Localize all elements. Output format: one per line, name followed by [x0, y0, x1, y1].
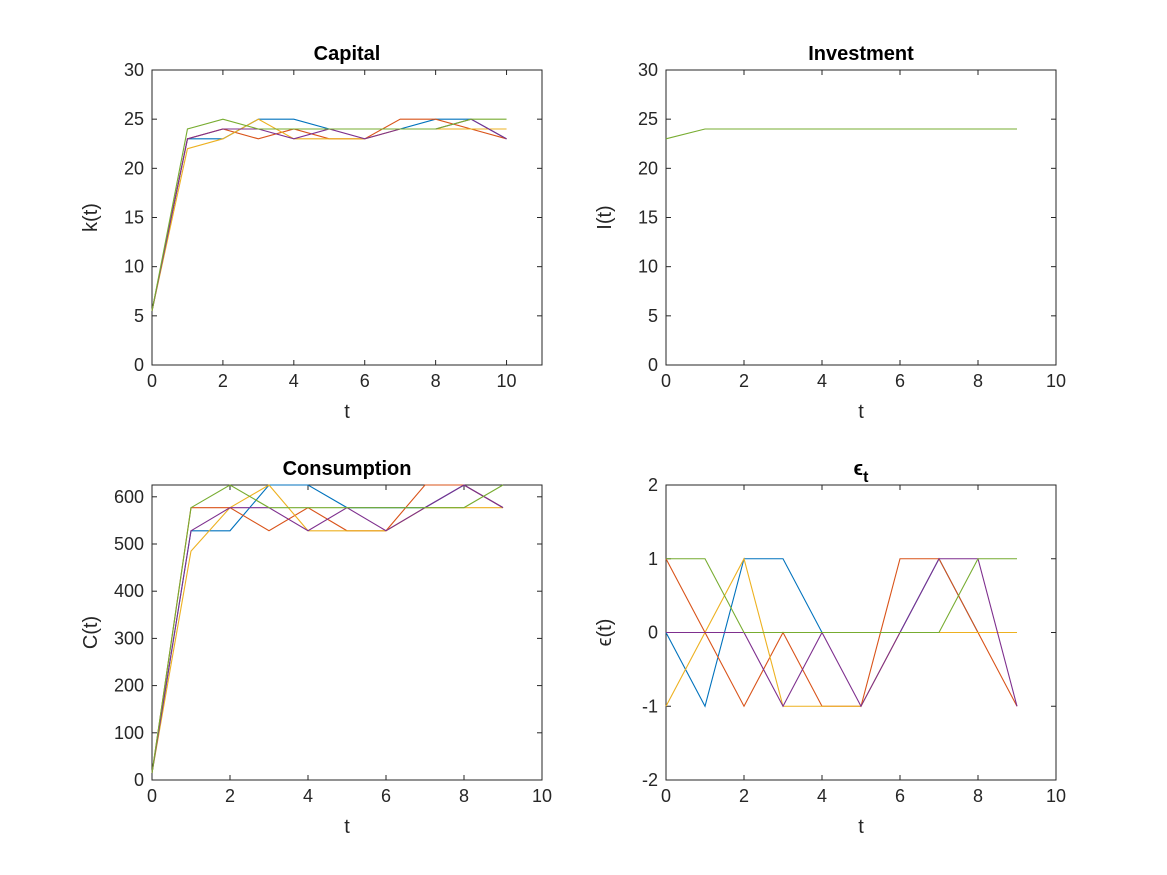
y-tick-label: 25 [124, 109, 144, 129]
y-tick-label: 5 [134, 306, 144, 326]
y-tick-label: -2 [642, 770, 658, 790]
y-tick-label: 15 [124, 208, 144, 228]
chart-consumption: 0 2 4 6 8 100100200300400500600ConsumptiontC(… [80, 458, 552, 838]
y-tick-label: 300 [114, 628, 144, 648]
x-axis-label: t [344, 401, 350, 423]
y-tick-label: 30 [124, 60, 144, 80]
chart-title-subscript: t [863, 469, 869, 486]
x-tick-label: 8 [459, 786, 469, 806]
series-line-1 [665, 128, 1017, 140]
y-tick-label: 0 [134, 770, 144, 790]
chart-title: Investment [808, 43, 914, 65]
chart-title-main: Capital [314, 43, 381, 65]
x-tick-label: 8 [973, 786, 983, 806]
x-tick-label: 4 [289, 371, 299, 391]
chart-title: Capital [314, 43, 381, 65]
y-tick-label: 15 [638, 208, 658, 228]
y-tick-label: -1 [642, 696, 658, 716]
x-axis-label: t [858, 816, 864, 838]
series-line-5 [151, 118, 507, 312]
chart-title: ϵt [854, 458, 870, 486]
series-line-4 [151, 484, 504, 774]
x-tick-label: 2 [739, 786, 749, 806]
y-tick-label: 25 [638, 109, 658, 129]
y-tick-label: 2 [648, 475, 658, 495]
y-tick-label: 0 [648, 355, 658, 375]
x-tick-label: 4 [817, 371, 827, 391]
x-tick-label: 10 [497, 371, 517, 391]
chart-title: Consumption [283, 458, 412, 480]
y-tick-label: 0 [648, 623, 658, 643]
x-tick-label: 8 [431, 371, 441, 391]
chart-title-main: ϵ [854, 458, 864, 480]
y-tick-label: 10 [638, 257, 658, 277]
y-tick-label: 20 [124, 158, 144, 178]
x-tick-label: 2 [225, 786, 235, 806]
y-tick-label: 500 [114, 534, 144, 554]
series-line-4 [666, 558, 1018, 708]
chart-investment: 0 2 4 6 8 10 0 5 10 15 20 25 30 Investment t I(t) [594, 43, 1066, 423]
x-tick-label: 6 [360, 371, 370, 391]
y-tick-label: 20 [638, 158, 658, 178]
y-axis-label: k(t) [80, 203, 102, 232]
x-tick-label: 2 [739, 371, 749, 391]
x-tick-label: 0 [661, 371, 671, 391]
y-tick-label: 400 [114, 581, 144, 601]
x-tick-label: 6 [895, 371, 905, 391]
x-tick-label: 8 [973, 371, 983, 391]
x-axis-label: t [344, 816, 350, 838]
x-tick-label: 10 [1046, 786, 1066, 806]
x-tick-label: 4 [303, 786, 313, 806]
x-tick-label: 0 [147, 786, 157, 806]
y-tick-label: 10 [124, 257, 144, 277]
x-tick-label: 10 [1046, 371, 1066, 391]
x-tick-label: 0 [661, 786, 671, 806]
y-tick-label: 30 [638, 60, 658, 80]
y-axis-label: I(t) [594, 205, 616, 229]
plot-area [151, 69, 543, 366]
y-tick-label: 1 [648, 549, 658, 569]
y-axis-label: ϵ(t) [594, 619, 616, 647]
series-line-5 [151, 484, 504, 773]
x-tick-label: 4 [817, 786, 827, 806]
plot-area [151, 484, 543, 781]
x-tick-label: 6 [381, 786, 391, 806]
x-tick-label: 10 [532, 786, 552, 806]
y-tick-label: 600 [114, 487, 144, 507]
x-tick-label: 0 [147, 371, 157, 391]
x-tick-label: 2 [218, 371, 228, 391]
plot-area [665, 69, 1057, 366]
y-tick-label: 5 [648, 306, 658, 326]
x-tick-label: 6 [895, 786, 905, 806]
y-tick-label: 0 [134, 355, 144, 375]
x-axis-label: t [858, 401, 864, 423]
chart-title-main: Investment [808, 43, 914, 65]
y-axis-label: C(t) [80, 616, 102, 649]
series-line-3 [151, 118, 507, 312]
chart-title-main: Consumption [283, 458, 412, 480]
series-line-5 [666, 558, 1017, 634]
y-tick-label: 200 [114, 676, 144, 696]
chart-capital: 0 2 4 6 8 10 0 5 10 15 20 25 30 Capital t k(t) [80, 43, 543, 423]
y-tick-label: 100 [114, 723, 144, 743]
